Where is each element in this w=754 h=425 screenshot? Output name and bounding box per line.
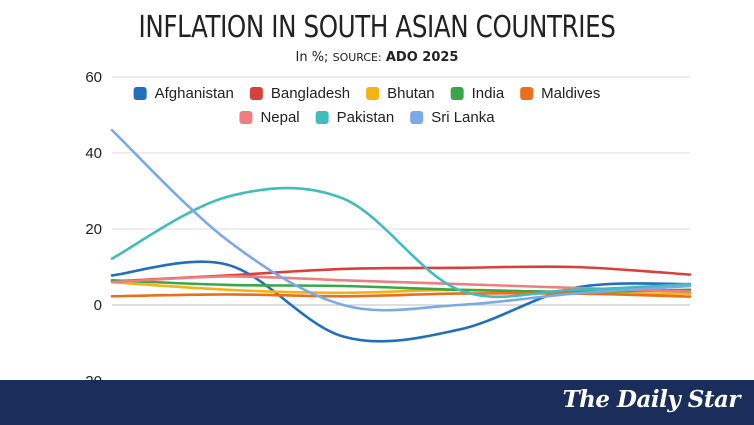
y-tick-label: 20 — [85, 221, 102, 238]
subtitle-unit: In %; — [295, 50, 329, 65]
legend-swatch — [450, 87, 464, 100]
legend-swatch — [366, 87, 380, 100]
series-line-maldives — [110, 291, 692, 298]
legend-label: Nepal — [260, 109, 299, 126]
legend-item-india: India — [450, 85, 505, 102]
series-lines — [110, 128, 692, 343]
legend-item-afghanistan: Afghanistan — [133, 85, 234, 102]
series-line-pakistan — [110, 186, 692, 299]
legend-item-bhutan: Bhutan — [366, 85, 435, 102]
legend-label: Bhutan — [387, 85, 435, 102]
series-line-afghanistan — [110, 260, 692, 343]
y-tick-label: 60 — [85, 69, 102, 86]
chart-title: INFLATION IN SOUTH ASIAN COUNTRIES — [138, 10, 616, 45]
subtitle-source-label: SOURCE: — [332, 51, 382, 64]
y-tick-label: 40 — [85, 145, 102, 162]
legend-swatch — [410, 111, 424, 124]
grid-lines — [112, 76, 690, 382]
legend: Afghanistan Bangladesh Bhutan India Maldives… — [133, 85, 600, 126]
legend-swatch — [133, 87, 147, 100]
y-tick-label: 0 — [94, 297, 102, 314]
legend-item-bangladesh: Bangladesh — [249, 85, 350, 102]
legend-swatch — [249, 87, 263, 100]
series-line-sri-lanka — [110, 128, 692, 312]
legend-swatch — [315, 111, 329, 124]
legend-item-nepal: Nepal — [239, 109, 300, 126]
legend-label: Afghanistan — [155, 85, 234, 102]
legend-item-pakistan: Pakistan — [315, 109, 395, 126]
brand-logo: The Daily Star — [562, 386, 741, 413]
subtitle-source: ADO 2025 — [385, 50, 459, 65]
legend-label: Pakistan — [337, 109, 395, 126]
footer-bar: The Daily Star — [0, 380, 754, 425]
chart-subtitle: In %; SOURCE: ADO 2025 — [0, 50, 754, 65]
legend-label: Maldives — [541, 85, 600, 102]
legend-label: Sri Lanka — [431, 109, 495, 126]
series-line-bangladesh — [110, 265, 692, 283]
legend-swatch — [239, 111, 253, 124]
legend-label: Bangladesh — [271, 85, 350, 102]
legend-item-sri-lanka: Sri Lanka — [410, 109, 495, 126]
legend-label: India — [472, 85, 505, 102]
legend-swatch — [520, 87, 534, 100]
legend-item-maldives: Maldives — [520, 85, 600, 102]
